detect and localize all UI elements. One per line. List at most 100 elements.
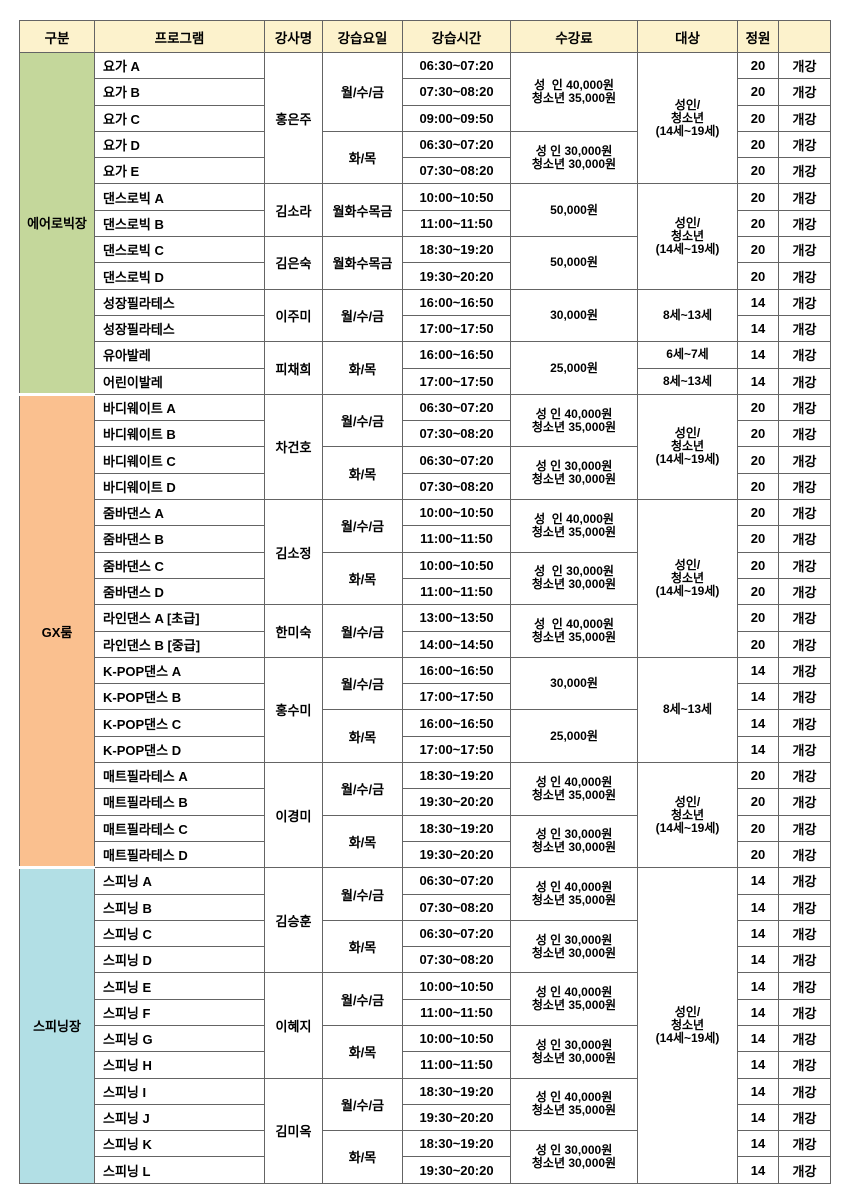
table-row: 매트필라테스 B 19:30~20:20 20 개강: [20, 788, 831, 816]
target-cell: 8세~13세: [637, 367, 738, 395]
program-cell: 바디웨이트 B: [94, 420, 265, 448]
program-cell: K-POP댄스 A: [94, 656, 265, 685]
program-cell: 스피닝 B: [94, 893, 265, 921]
capacity-cell: 20: [737, 762, 779, 790]
status-cell: 개강: [778, 551, 831, 579]
capacity-cell: 14: [737, 735, 779, 764]
column-header-program: 프로그램: [94, 20, 265, 53]
time-cell: 06:30~07:20: [402, 867, 511, 895]
table-row: 매트필라테스 D 19:30~20:20 20 개강: [20, 840, 831, 869]
program-cell: 매트필라테스 A: [94, 762, 265, 790]
capacity-cell: 14: [737, 998, 779, 1026]
days-cell: 화/목: [322, 709, 403, 764]
status-cell: 개강: [778, 209, 831, 238]
table-row: 줌바댄스 A 김소정 월/수/금 10:00~10:50 성 인 40,000원 청소년…: [20, 499, 831, 658]
header-row: 구분 프로그램 강사명 강습요일 강습시간 수강료 대상 정원: [19, 20, 831, 53]
status-cell: 개강: [778, 499, 831, 527]
program-cell: 바디웨이트 D: [94, 472, 265, 501]
table-row: K-POP댄스 D 17:00~17:50 14 개강: [20, 735, 831, 764]
fee-cell: 성 인 40,000원 청소년 35,000원: [510, 604, 638, 658]
days-cell: 월화수목금: [322, 183, 403, 238]
time-cell: 17:00~17:50: [402, 314, 511, 343]
fee-cell: 성 인 30,000원 청소년 30,000원: [510, 1130, 638, 1184]
time-cell: 06:30~07:20: [402, 130, 511, 159]
table-row: K-POP댄스 A 홍수미 월/수/금 16:00~16:50 30,000원 8세~13…: [20, 656, 831, 764]
time-cell: 11:00~11:50: [402, 209, 511, 238]
fee-cell: 성 인 30,000원 청소년 30,000원: [510, 1024, 638, 1079]
days-cell: 화/목: [322, 1024, 403, 1079]
program-cell: 요가 A: [94, 51, 265, 80]
days-cell: 화/목: [322, 919, 403, 974]
table-row: 스피닝 F 11:00~11:50 14 개강: [20, 998, 831, 1026]
fee-cell: 50,000원: [510, 183, 638, 238]
program-cell: 스피닝 D: [94, 946, 265, 974]
program-cell: 성장필라테스: [94, 314, 265, 343]
time-cell: 10:00~10:50: [402, 1024, 511, 1053]
program-cell: 매트필라테스 C: [94, 814, 265, 842]
status-cell: 개강: [778, 735, 831, 764]
time-cell: 16:00~16:50: [402, 709, 511, 737]
time-cell: 14:00~14:50: [402, 630, 511, 658]
status-cell: 개강: [778, 367, 831, 395]
time-cell: 06:30~07:20: [402, 51, 511, 80]
target-cell: 성인/ 청소년 (14세~19세): [637, 867, 738, 1184]
days-cell: 월/수/금: [322, 656, 403, 711]
days-cell: 화/목: [322, 814, 403, 869]
instructor-cell: 홍은주: [264, 51, 323, 185]
table-row: 어린이발레 17:00~17:50 8세~13세 14 개강: [20, 367, 831, 395]
capacity-cell: 20: [737, 577, 779, 606]
program-cell: K-POP댄스 B: [94, 683, 265, 711]
instructor-cell: 홍수미: [264, 656, 323, 764]
fee-cell: 성 인 30,000원 청소년 30,000원: [510, 130, 638, 185]
fee-cell: 성 인 30,000원 청소년 30,000원: [510, 919, 638, 974]
capacity-cell: 14: [737, 1130, 779, 1158]
status-cell: 개강: [778, 709, 831, 737]
instructor-cell: 김소정: [264, 499, 323, 606]
table-row: 요가 D 화/목 06:30~07:20 성 인 30,000원 청소년 30,000…: [20, 130, 831, 185]
status-cell: 개강: [778, 288, 831, 316]
program-cell: 줌바댄스 A: [94, 499, 265, 527]
fee-cell: 30,000원: [510, 656, 638, 711]
capacity-cell: 20: [737, 236, 779, 264]
days-cell: 화/목: [322, 446, 403, 501]
program-cell: 스피닝 G: [94, 1024, 265, 1053]
status-cell: 개강: [778, 893, 831, 921]
fee-cell: 성 인 30,000원 청소년 30,000원: [510, 551, 638, 606]
instructor-cell: 김은숙: [264, 236, 323, 290]
table-row: 스피닝 D 07:30~08:20 14 개강: [20, 946, 831, 974]
time-cell: 18:30~19:20: [402, 236, 511, 264]
program-cell: 라인댄스 A [초급]: [94, 604, 265, 632]
table-row: 매트필라테스 A 이경미 월/수/금 18:30~19:20 성 인 40,000원 청…: [20, 762, 831, 869]
table-row: K-POP댄스 C 화/목 16:00~16:50 25,000원 14 개강: [20, 709, 831, 764]
table-row: 댄스로빅 A 김소라 월화수목금 10:00~10:50 50,000원 성인/ 청소년 …: [20, 183, 831, 290]
program-cell: 스피닝 J: [94, 1103, 265, 1132]
program-cell: 요가 B: [94, 78, 265, 106]
table-row: 스피닝 L 19:30~20:20 14 개강: [20, 1156, 831, 1184]
target-cell: 성인/ 청소년 (14세~19세): [637, 762, 738, 869]
capacity-cell: 14: [737, 1077, 779, 1105]
days-cell: 화/목: [322, 341, 403, 395]
time-cell: 18:30~19:20: [402, 1077, 511, 1105]
capacity-cell: 20: [737, 630, 779, 658]
days-cell: 월/수/금: [322, 1077, 403, 1132]
time-cell: 07:30~08:20: [402, 157, 511, 185]
program-cell: 매트필라테스 D: [94, 840, 265, 869]
program-cell: 댄스로빅 C: [94, 236, 265, 264]
capacity-cell: 14: [737, 893, 779, 921]
capacity-cell: 14: [737, 867, 779, 895]
time-cell: 07:30~08:20: [402, 946, 511, 974]
status-cell: 개강: [778, 1051, 831, 1079]
program-cell: 스피닝 A: [94, 867, 265, 895]
days-cell: 월/수/금: [322, 972, 403, 1026]
fee-cell: 성 인 30,000원 청소년 30,000원: [510, 814, 638, 869]
status-cell: 개강: [778, 1077, 831, 1105]
time-cell: 11:00~11:50: [402, 1051, 511, 1079]
fee-cell: 25,000원: [510, 709, 638, 764]
target-cell: 8세~13세: [637, 288, 738, 343]
days-cell: 월/수/금: [322, 393, 403, 448]
capacity-cell: 20: [737, 157, 779, 185]
column-header-days: 강습요일: [322, 20, 403, 53]
fee-cell: 25,000원: [510, 341, 638, 395]
status-cell: 개강: [778, 446, 831, 474]
